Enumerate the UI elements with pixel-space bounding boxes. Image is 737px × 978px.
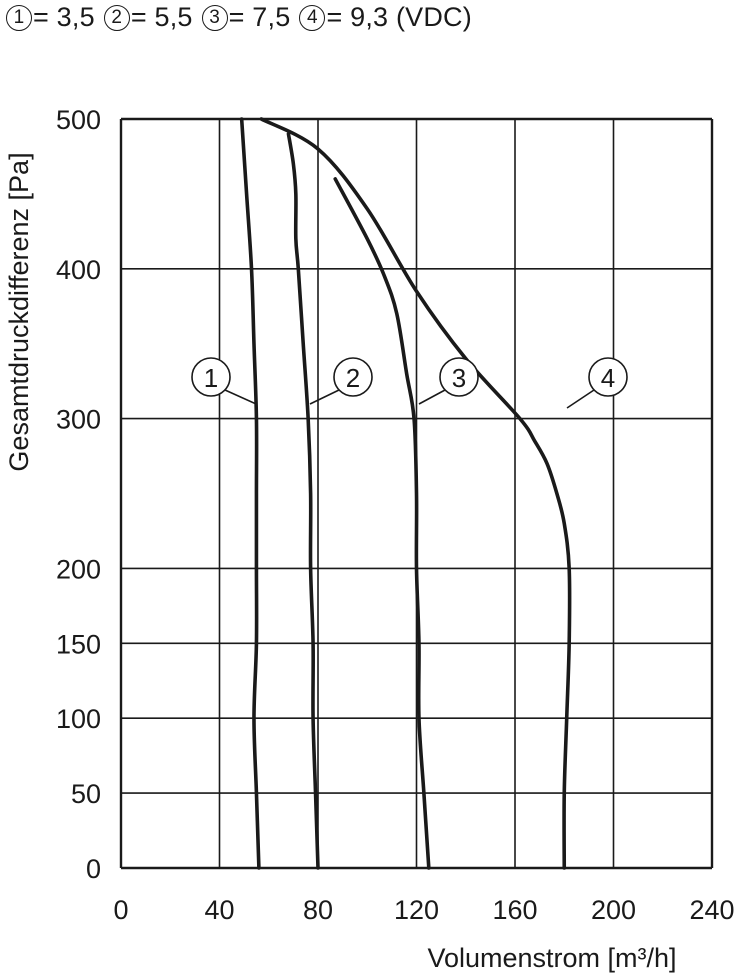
curve-label-leader-1 <box>224 389 257 405</box>
legend-value-3: 7,5 <box>252 2 291 32</box>
curve-4 <box>259 117 572 870</box>
curve-1 <box>239 117 261 870</box>
y-tick-label: 400 <box>56 255 101 285</box>
legend-value-2: 5,5 <box>154 2 193 32</box>
legend-item-2: 2 = 5,5 <box>103 2 202 32</box>
curve-labels: 1 2 3 4 <box>191 357 628 409</box>
unit-label: (VDC) <box>395 2 472 32</box>
y-tick-label: 300 <box>56 405 101 435</box>
y-tick-label: 100 <box>56 704 101 734</box>
grid <box>119 117 714 870</box>
x-tick-label: 240 <box>689 895 734 925</box>
x-tick-label: 40 <box>204 895 234 925</box>
curve-label-1: 1 <box>204 363 218 393</box>
curve-label-leader-2 <box>309 389 340 405</box>
x-tick-label: 80 <box>303 895 333 925</box>
curve-label-circle-2 <box>333 357 373 397</box>
curve-label-circle-3 <box>439 357 479 397</box>
curve-label-leader-3 <box>418 389 446 405</box>
y-tick-label: 0 <box>86 854 101 884</box>
curve-label-leader-4 <box>566 389 595 409</box>
legend-value-4: 9,3 <box>350 2 389 32</box>
y-tick-label: 500 <box>56 105 101 135</box>
chart-title-legend: 1 = 3,5 2 = 5,5 3 = 7,5 4 = 9,3 (VDC) <box>6 2 481 33</box>
legend-value-1: 3,5 <box>56 2 95 32</box>
legend-marker-4: 4 <box>299 5 326 31</box>
x-tick-label: 0 <box>113 895 128 925</box>
curve-label-3: 3 <box>452 363 466 393</box>
y-axis-label: Gesamtdruckdifferenz [Pa] <box>4 152 34 471</box>
legend-item-3: 3 = 7,5 <box>201 2 300 32</box>
curve-label-2: 2 <box>346 363 360 393</box>
legend-marker-3: 3 <box>201 5 228 31</box>
x-tick-label: 160 <box>492 895 537 925</box>
y-tick-label: 150 <box>56 629 101 659</box>
legend-item-1: 1 = 3,5 <box>6 2 104 32</box>
curve-3 <box>333 177 431 870</box>
curve-2 <box>286 132 320 870</box>
y-tick-label: 50 <box>71 779 101 809</box>
x-tick-label: 120 <box>394 895 439 925</box>
x-axis-ticks: 0 40 80 120 160 200 240 <box>113 895 734 925</box>
legend-marker-1: 1 <box>6 5 32 31</box>
x-axis-label: Volumenstrom [m³/h] <box>427 943 676 973</box>
legend-marker-2: 2 <box>103 5 130 31</box>
x-tick-label: 200 <box>591 895 636 925</box>
y-axis-ticks: 0 50 100 150 200 300 400 500 <box>56 105 101 884</box>
y-tick-label: 200 <box>56 554 101 584</box>
legend-item-4: 4 = 9,3 (VDC) <box>299 2 481 32</box>
curve-label-circle-4 <box>588 357 628 397</box>
curve-label-4: 4 <box>601 363 615 393</box>
curves <box>239 117 572 870</box>
curve-label-circle-1 <box>191 357 231 397</box>
